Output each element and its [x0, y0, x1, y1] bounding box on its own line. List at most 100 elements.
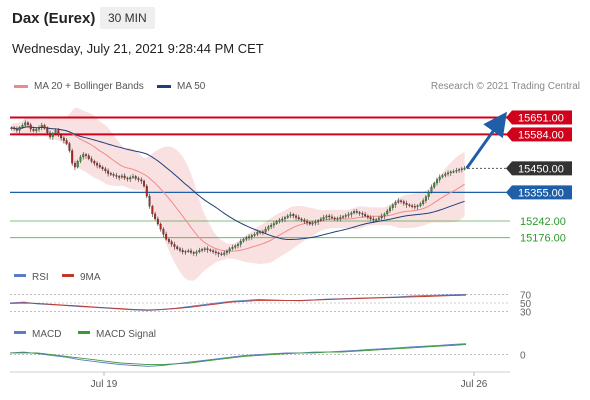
candle-body: [261, 231, 264, 233]
candle-body: [140, 179, 143, 182]
candle-body: [24, 122, 27, 126]
candle-body: [234, 245, 237, 248]
rsi-legend: RSI 9MA: [14, 272, 101, 283]
candle-body: [419, 203, 422, 206]
candle-body: [416, 205, 419, 207]
candle-body: [430, 186, 433, 193]
candle-body: [328, 215, 331, 218]
rsi-legend-label: RSI: [32, 272, 49, 283]
candle-body: [441, 175, 444, 178]
candle-body: [372, 218, 375, 221]
candle-body: [195, 251, 198, 254]
candle-body: [449, 171, 452, 174]
candle-body: [73, 163, 76, 168]
candle-body: [184, 251, 187, 253]
candle-body: [358, 212, 361, 214]
level-tag-pointer: [506, 185, 512, 200]
candle-body: [13, 127, 16, 130]
candle-body: [248, 236, 251, 239]
rsi-line: [9, 293, 467, 311]
level-tag-pointer: [506, 161, 512, 176]
level-tag-15584.00: [512, 127, 572, 142]
candle-body: [170, 241, 173, 245]
candle-body: [49, 132, 52, 137]
candle-body: [256, 231, 259, 235]
macd-zero-label: 0: [520, 351, 526, 362]
candle-body: [220, 253, 223, 256]
legend-ma50: MA 50: [157, 81, 205, 92]
candle-body: [18, 127, 21, 131]
candle-body: [228, 248, 231, 252]
candle-body: [82, 154, 85, 158]
candle-body: [90, 158, 93, 162]
candle-body: [292, 214, 295, 217]
candle-body: [433, 182, 436, 188]
candle-body: [463, 168, 466, 170]
candle-body: [278, 219, 281, 222]
candle-body: [391, 204, 394, 208]
candle-body: [190, 250, 192, 253]
candle-body: [178, 248, 181, 251]
price-levels: [10, 116, 510, 239]
candle-body: [231, 247, 234, 249]
candle-body: [35, 129, 38, 132]
candle-body: [57, 130, 60, 136]
level-label-15242.00: 15242.00: [520, 216, 566, 228]
candle-body: [223, 252, 226, 255]
legend-ma20-label: MA 20 + Bollinger Bands: [34, 81, 144, 92]
candle-body: [400, 200, 403, 202]
candle-body: [76, 161, 79, 168]
candle-body: [344, 215, 347, 217]
candle-body: [29, 124, 32, 130]
candle-body: [405, 203, 408, 205]
candle-body: [214, 251, 217, 254]
candle-body: [187, 250, 190, 253]
candle-body: [322, 217, 325, 220]
candle-body: [317, 220, 320, 223]
candle-body: [154, 213, 157, 220]
candle-body: [447, 172, 450, 175]
candle-body: [250, 235, 253, 237]
candle-body: [336, 218, 339, 220]
candle-body: [325, 215, 328, 218]
candle-body: [383, 213, 386, 217]
timestamp: Wednesday, July 21, 2021 9:28:44 PM CET: [12, 41, 264, 56]
candle-body: [159, 223, 162, 230]
bollinger-band: [11, 107, 465, 281]
candle-body: [289, 214, 292, 217]
candle-body: [281, 218, 284, 221]
credit-text: Research © 2021 Trading Central: [430, 81, 580, 92]
level-labels: 15651.00 15584.00 15450.00 15355.00 15242.00…: [506, 110, 572, 245]
level-label-15450.00: 15450.00: [518, 163, 564, 175]
interval-badge[interactable]: 30 MIN: [100, 7, 155, 29]
candle-body: [145, 185, 148, 197]
candle-body: [314, 221, 317, 224]
candle-body: [107, 170, 110, 174]
candle-body: [129, 177, 132, 180]
candle-body: [270, 224, 273, 227]
candle-body: [427, 191, 430, 197]
candle-body: [347, 214, 350, 216]
candle-body: [212, 250, 215, 253]
candle-body: [68, 143, 71, 151]
candle-body: [123, 175, 126, 179]
candle-body: [96, 163, 99, 166]
candle-body: [65, 140, 68, 144]
rsi-level-label-70: 70: [520, 290, 532, 301]
candle-body: [181, 250, 184, 253]
level-tag-15651.00: [512, 110, 572, 125]
candle-body: [333, 217, 336, 220]
candle-body: [120, 175, 123, 178]
candle-body: [10, 127, 13, 130]
candle-body: [62, 137, 65, 141]
candle-body: [239, 241, 242, 245]
candles: [10, 120, 466, 257]
level-tag-pointer: [506, 127, 512, 142]
candle-body: [148, 196, 151, 207]
rsi-swatch: [14, 274, 26, 277]
candle-body: [286, 215, 289, 218]
candle-body: [353, 211, 356, 214]
candle-body: [306, 221, 309, 223]
